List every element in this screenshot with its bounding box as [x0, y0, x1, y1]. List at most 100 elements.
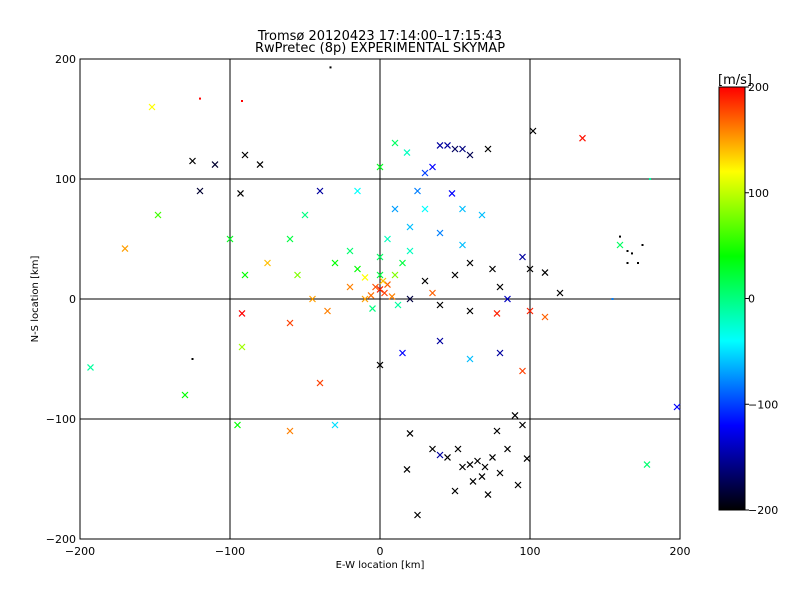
- data-point-cross: [414, 187, 421, 195]
- data-point-dot: [199, 97, 201, 100]
- data-point-cross: [478, 473, 486, 481]
- data-point-cross: [504, 445, 511, 453]
- chart-subtitle: RwPretec (8p) EXPERIMENTAL SKYMAP: [255, 41, 505, 56]
- x-axis-label: E-W location [km]: [336, 560, 425, 571]
- data-point-cross: [459, 463, 466, 471]
- data-point-cross: [496, 349, 504, 357]
- data-point-cross: [406, 223, 414, 231]
- data-point-cross: [489, 265, 496, 273]
- data-point-cross: [234, 421, 241, 429]
- data-point-cross: [354, 265, 361, 273]
- data-point-cross: [466, 307, 474, 315]
- data-point-cross: [121, 245, 129, 253]
- y-tick-label: 0: [69, 293, 76, 306]
- data-point-cross: [87, 363, 94, 371]
- data-point-cross: [529, 127, 537, 135]
- data-point-cross: [406, 295, 414, 303]
- data-point-cross: [196, 187, 204, 195]
- data-point-cross: [519, 421, 526, 429]
- data-point-cross: [379, 277, 387, 285]
- data-point-cross: [354, 187, 361, 195]
- x-tick-label: −100: [215, 545, 245, 558]
- data-point-cross: [484, 491, 492, 499]
- data-point-cross: [466, 151, 474, 159]
- data-point-cross: [429, 163, 436, 171]
- data-point-cross: [541, 269, 549, 277]
- data-point-dot: [611, 298, 614, 300]
- data-point-cross: [429, 289, 436, 297]
- data-point-cross: [451, 145, 459, 153]
- data-point-cross: [436, 141, 444, 149]
- data-point-cross: [376, 163, 384, 171]
- data-point-cross: [381, 289, 388, 297]
- data-point-cross: [316, 379, 324, 387]
- data-point-cross: [376, 361, 384, 369]
- data-point-cross: [448, 189, 456, 197]
- data-point-cross: [481, 463, 489, 471]
- x-axis-ticks: −200 −100 0 100 200: [65, 545, 691, 558]
- x-tick-label: 100: [520, 545, 541, 558]
- data-point-cross: [444, 453, 451, 461]
- data-point-cross: [478, 211, 486, 219]
- data-point-cross: [346, 247, 354, 255]
- data-point-cross: [264, 259, 271, 267]
- data-point-cross: [493, 309, 501, 317]
- x-tick-label: 0: [377, 545, 384, 558]
- data-point-cross: [384, 235, 391, 243]
- data-point-cross: [237, 189, 244, 197]
- data-point-cross: [616, 241, 624, 249]
- data-point-cross: [361, 295, 369, 303]
- data-point-cross: [238, 309, 246, 317]
- grid-lines: [80, 59, 680, 539]
- data-point-dot: [631, 252, 633, 255]
- data-point-cross: [519, 367, 526, 375]
- data-point-cross: [493, 427, 501, 435]
- data-point-cross: [673, 403, 681, 411]
- data-point-cross: [211, 161, 219, 169]
- data-point-cross: [391, 139, 399, 147]
- y-axis-label: N-S location [km]: [30, 256, 41, 343]
- data-point-cross: [514, 481, 522, 489]
- colorbar: [m/s] 200 100 0 −100 −200: [718, 73, 778, 517]
- data-point-dot: [649, 178, 651, 180]
- colorbar-unit: [m/s]: [718, 73, 752, 88]
- data-point-cross: [436, 301, 444, 309]
- data-point-cross: [226, 235, 234, 243]
- data-point-cross: [406, 429, 414, 437]
- colorbar-tick-label: 0: [748, 293, 755, 306]
- data-point-dot: [641, 244, 644, 246]
- data-point-cross: [406, 247, 414, 255]
- data-point-cross: [454, 445, 462, 453]
- colorbar-ticks: 200 100 0 −100 −200: [745, 81, 778, 517]
- data-point-cross: [429, 445, 436, 453]
- data-point-cross: [421, 277, 429, 285]
- data-point-cross: [459, 241, 466, 249]
- data-point-cross: [369, 305, 376, 313]
- data-point-cross: [367, 291, 375, 299]
- data-point-cross: [403, 465, 411, 473]
- data-point-cross: [459, 205, 466, 213]
- data-point-cross: [466, 461, 474, 469]
- data-point-cross: [399, 259, 406, 267]
- data-point-cross: [294, 271, 301, 279]
- plot-area: [79, 58, 681, 540]
- data-point-cross: [519, 253, 526, 261]
- colorbar-gradient: [718, 86, 746, 511]
- data-point-cross: [376, 285, 384, 293]
- data-point-cross: [346, 283, 354, 291]
- data-point-cross: [181, 391, 189, 399]
- data-point-cross: [189, 157, 196, 165]
- colorbar-tick-label: −200: [748, 504, 778, 517]
- data-point-cross: [414, 511, 421, 519]
- data-point-cross: [372, 283, 379, 291]
- data-point-cross: [391, 205, 399, 213]
- data-point-cross: [436, 451, 444, 459]
- data-point-cross: [331, 259, 339, 267]
- data-point-cross: [376, 271, 384, 279]
- data-point-cross: [148, 103, 156, 111]
- data-point-cross: [496, 283, 504, 291]
- data-point-cross: [523, 455, 531, 463]
- data-point-cross: [541, 313, 549, 321]
- y-axis-ticks: −200 −100 0 100 200: [46, 53, 76, 546]
